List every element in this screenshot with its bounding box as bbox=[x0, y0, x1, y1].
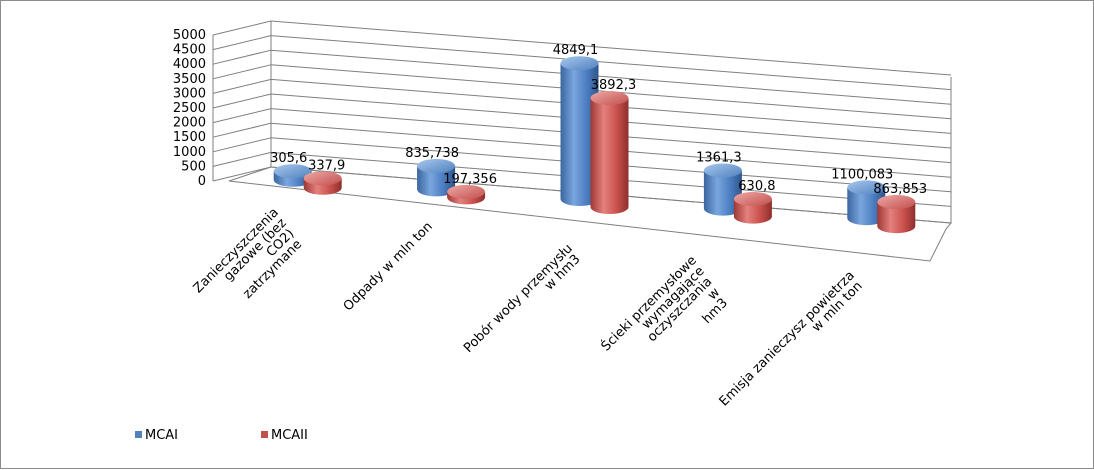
bar-top bbox=[560, 56, 599, 71]
bars bbox=[273, 56, 916, 234]
bar-top bbox=[877, 195, 916, 210]
data-label: 1100,083 bbox=[831, 167, 893, 182]
y-tick-label: 3000 bbox=[173, 86, 206, 101]
bar-body bbox=[590, 98, 629, 215]
legend-swatch bbox=[261, 431, 268, 438]
gridline bbox=[270, 35, 952, 91]
bar bbox=[303, 171, 342, 195]
gridline bbox=[270, 49, 952, 105]
gridline-side bbox=[212, 49, 272, 65]
category-label-line: hm3 bbox=[700, 296, 731, 327]
bar bbox=[703, 163, 742, 216]
category-label-line: Pobór wody przemysłu bbox=[461, 241, 576, 356]
y-tick-label: 2000 bbox=[173, 116, 206, 131]
bar bbox=[590, 91, 629, 215]
data-label: 863,853 bbox=[873, 182, 927, 197]
gridline-side bbox=[212, 166, 272, 182]
bar-body bbox=[733, 198, 772, 224]
data-label: 197,356 bbox=[443, 172, 497, 187]
data-label: 630,8 bbox=[738, 179, 775, 194]
bar-body bbox=[703, 170, 742, 216]
legend-label: MCAII bbox=[271, 428, 308, 443]
gridline-side bbox=[212, 35, 272, 51]
bar-top bbox=[590, 91, 629, 106]
bar-top bbox=[733, 191, 772, 206]
gridline-side bbox=[212, 137, 272, 153]
y-tick-label: 2500 bbox=[173, 101, 206, 116]
gridline bbox=[270, 20, 952, 76]
bar-top bbox=[703, 163, 742, 178]
bar-body bbox=[847, 187, 886, 226]
data-label: 1361,3 bbox=[696, 150, 742, 165]
bar bbox=[877, 195, 916, 234]
y-tick-label: 4000 bbox=[173, 57, 206, 72]
legend-swatch bbox=[135, 431, 142, 438]
bar bbox=[847, 180, 886, 226]
gridline-side bbox=[212, 93, 272, 109]
gridline-side bbox=[212, 108, 272, 124]
bar bbox=[560, 56, 599, 206]
category-label-line: Emisja zanieczysz powietrza bbox=[717, 268, 858, 409]
bar bbox=[447, 184, 486, 205]
legend: MCAI MCAII bbox=[135, 428, 308, 443]
bar-body bbox=[560, 63, 599, 206]
bar-top bbox=[847, 180, 886, 195]
y-tick-label: 3500 bbox=[173, 72, 206, 87]
y-tick-label: 4500 bbox=[173, 43, 206, 58]
bar-body bbox=[417, 165, 456, 197]
bar-top bbox=[303, 171, 342, 186]
data-label: 835,738 bbox=[405, 146, 459, 161]
y-tick-label: 0 bbox=[198, 174, 206, 189]
floor bbox=[228, 166, 953, 262]
category-label: Odpady w mln ton bbox=[341, 219, 436, 314]
bar-top bbox=[447, 184, 486, 199]
category-label: Ścieki przemysłowewymagająceoczyszczania… bbox=[598, 253, 731, 355]
y-tick-label: 1000 bbox=[173, 145, 206, 160]
gridline-side bbox=[212, 64, 272, 80]
y-tick-label: 500 bbox=[181, 159, 206, 174]
category-label-line: Odpady w mln ton bbox=[341, 219, 436, 314]
bar bbox=[273, 164, 312, 187]
y-tick-label: 1500 bbox=[173, 130, 206, 145]
bar-body bbox=[877, 202, 916, 234]
bar-top bbox=[273, 164, 312, 179]
gridline-side bbox=[212, 122, 272, 138]
bar bbox=[417, 158, 456, 197]
data-label: 337,9 bbox=[308, 158, 345, 173]
legend-label: MCAI bbox=[145, 428, 178, 443]
data-label: 305,6 bbox=[270, 151, 307, 166]
gridline-side bbox=[212, 20, 272, 36]
data-label: 3892,3 bbox=[591, 78, 637, 93]
data-labels: 305,6 337,9 835,738 197,356 4849,1 3892,3 1361… bbox=[270, 43, 927, 197]
bar-top bbox=[417, 158, 456, 173]
gridline-side bbox=[212, 78, 272, 94]
gridline-side bbox=[212, 151, 272, 167]
data-label: 4849,1 bbox=[553, 43, 599, 58]
bar bbox=[733, 191, 772, 224]
y-tick-label: 5000 bbox=[173, 28, 206, 43]
